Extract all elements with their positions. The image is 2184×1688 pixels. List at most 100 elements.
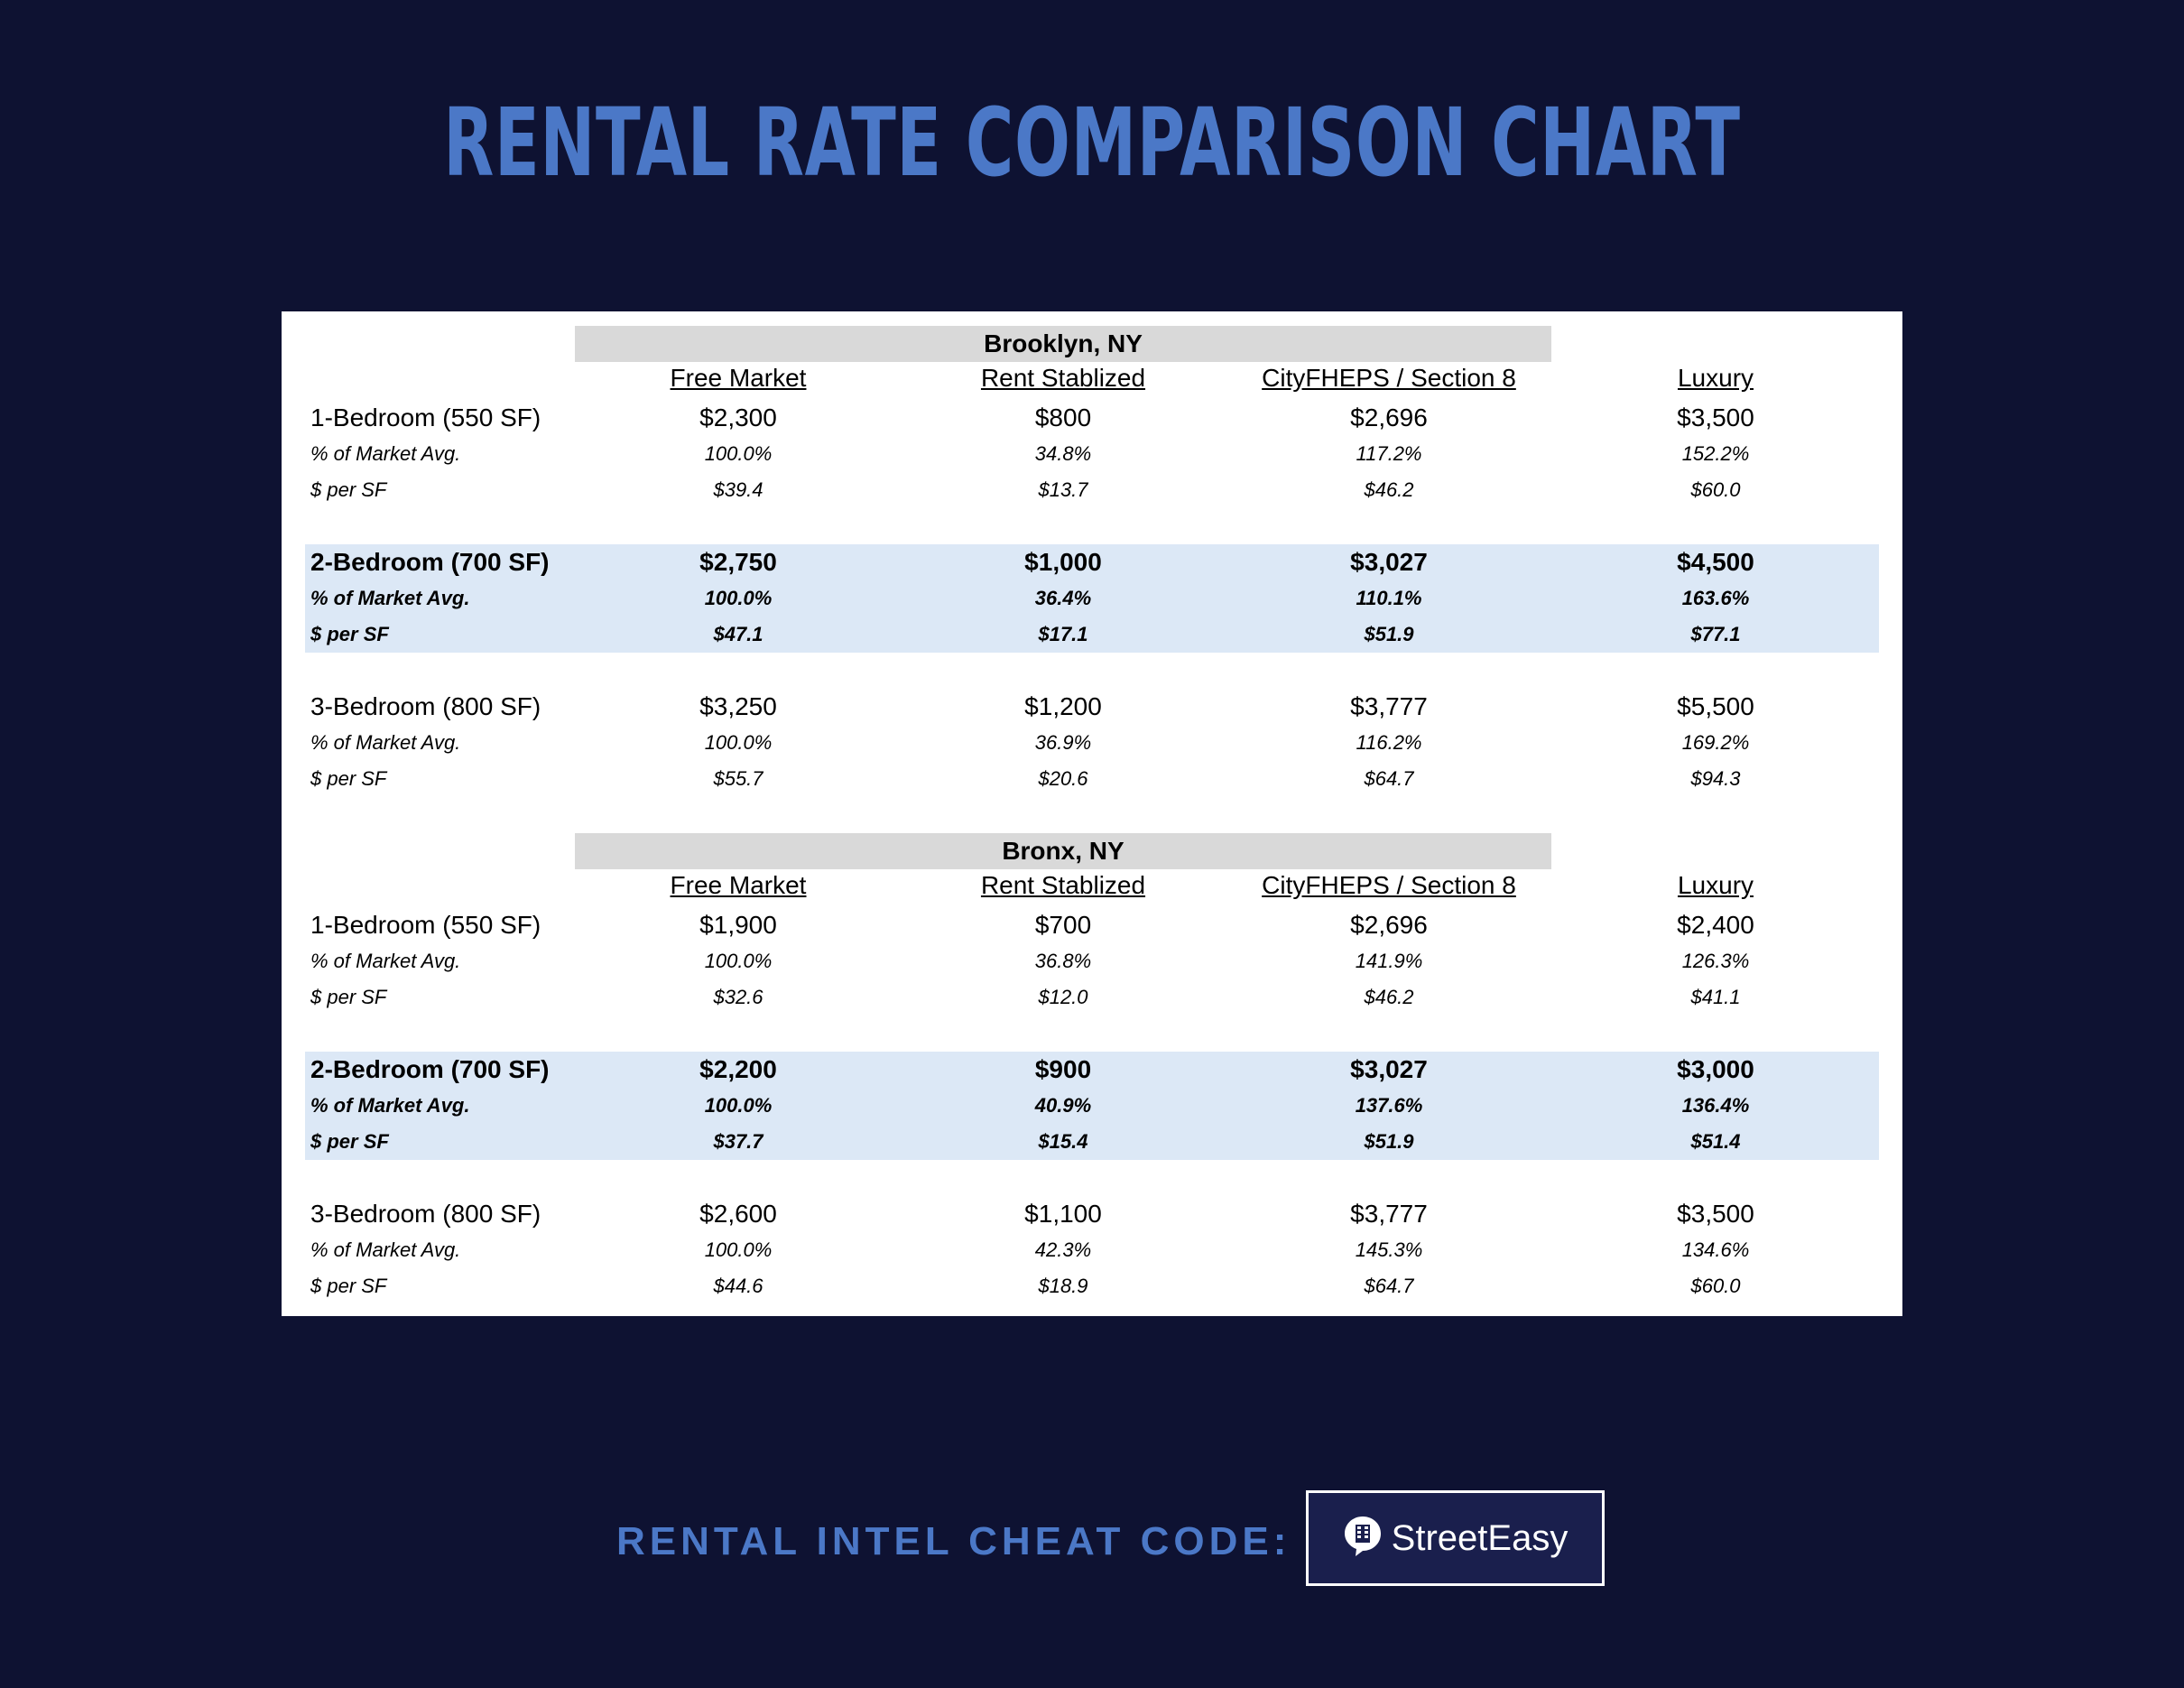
cell-value: 163.6% [1681, 587, 1750, 609]
row-label: 1-Bedroom (550 SF) [310, 403, 541, 431]
row-label: $ per SF [310, 1275, 387, 1297]
row-label: 2-Bedroom (700 SF) [310, 1055, 550, 1083]
cell-value: $64.7 [1364, 767, 1414, 790]
cell-value: $20.6 [1038, 767, 1088, 790]
row-label: $ per SF [310, 478, 387, 501]
column-header: Rent Stablized [980, 364, 1146, 392]
cell-value: $44.6 [713, 1275, 763, 1297]
cell-value: 110.1% [1356, 587, 1422, 609]
streeteasy-logo[interactable]: StreetEasy [1306, 1490, 1605, 1586]
cell-value: 169.2% [1681, 731, 1750, 754]
cell-value: $46.2 [1364, 478, 1414, 501]
highlight-band [305, 1052, 1879, 1160]
cell-value: $47.1 [713, 623, 763, 645]
cell-value: $3,500 [1677, 403, 1754, 431]
cell-value: 136.4% [1681, 1094, 1750, 1117]
cell-value: $3,777 [1350, 1200, 1428, 1228]
row-label: $ per SF [310, 986, 387, 1008]
row-label: $ per SF [310, 767, 387, 790]
cell-value: $17.1 [1038, 623, 1088, 645]
cell-value: $18.9 [1038, 1275, 1088, 1297]
brand-name: StreetEasy [1391, 1518, 1569, 1558]
cell-value: $94.3 [1690, 767, 1741, 790]
row-label: 2-Bedroom (700 SF) [310, 548, 550, 576]
highlight-band [305, 544, 1879, 653]
table-row: % of Market Avg. 100.0% 40.9% 137.6% 136.4% [282, 1088, 1902, 1124]
column-header: Rent Stablized [980, 871, 1146, 899]
row-label: 3-Bedroom (800 SF) [310, 1200, 541, 1228]
cell-value: $700 [1034, 911, 1092, 939]
cell-value: $13.7 [1038, 478, 1088, 501]
cell-value: $60.0 [1690, 1275, 1741, 1297]
cell-value: $32.6 [713, 986, 763, 1008]
cell-value: $2,300 [699, 403, 777, 431]
cell-value: 145.3% [1355, 1238, 1423, 1261]
cell-value: $51.4 [1690, 1130, 1741, 1153]
table-row: % of Market Avg. 100.0% 36.8% 141.9% 126.3% [282, 943, 1902, 979]
cell-value: $5,500 [1677, 692, 1754, 720]
cell-value: 100.0% [704, 950, 773, 972]
cell-value: $2,200 [699, 1055, 777, 1083]
cell-value: $3,027 [1350, 548, 1428, 576]
cell-value: $12.0 [1038, 986, 1088, 1008]
column-header: Luxury [1677, 871, 1754, 899]
table-row: $ per SF $47.1 $17.1 $51.9 $77.1 [282, 617, 1902, 653]
cell-value: $64.7 [1364, 1275, 1414, 1297]
row-label: % of Market Avg. [310, 442, 461, 465]
cell-value: 36.8% [1034, 950, 1092, 972]
cell-value: 40.9% [1034, 1094, 1092, 1117]
cell-value: $37.7 [713, 1130, 763, 1153]
column-header: Free Market [670, 364, 807, 392]
cell-value: $3,500 [1677, 1200, 1754, 1228]
table-row: 3-Bedroom (800 SF) $2,600 $1,100 $3,777 $3,5… [282, 1196, 1902, 1232]
cell-value: $15.4 [1038, 1130, 1088, 1153]
table-row: % of Market Avg. 100.0% 34.8% 117.2% 152.2% [282, 436, 1902, 472]
table-row: % of Market Avg. 100.0% 36.4% 110.1% 163.6% [282, 580, 1902, 617]
city-header: Brooklyn, NY [575, 326, 1551, 362]
cell-value: $1,100 [1024, 1200, 1102, 1228]
cell-value: $1,000 [1024, 548, 1102, 576]
cell-value: 100.0% [704, 1238, 773, 1261]
row-label: % of Market Avg. [310, 731, 461, 754]
cell-value: $2,600 [699, 1200, 777, 1228]
cell-value: 134.6% [1681, 1238, 1750, 1261]
cell-value: 34.8% [1034, 442, 1092, 465]
table-row: $ per SF $55.7 $20.6 $64.7 $94.3 [282, 761, 1902, 797]
cell-value: 100.0% [704, 587, 773, 609]
column-header: Free Market [670, 871, 807, 899]
cell-value: $900 [1034, 1055, 1092, 1083]
cell-value: 152.2% [1681, 442, 1750, 465]
row-label: % of Market Avg. [310, 587, 470, 609]
cell-value: 116.2% [1356, 731, 1422, 754]
cell-value: $3,777 [1350, 692, 1428, 720]
cell-value: 117.2% [1356, 442, 1422, 465]
table-row: 2-Bedroom (700 SF) $2,750 $1,000 $3,027 $4,5… [282, 544, 1902, 580]
cell-value: $1,200 [1024, 692, 1102, 720]
row-label: % of Market Avg. [310, 1094, 470, 1117]
table-row: % of Market Avg. 100.0% 36.9% 116.2% 169.2% [282, 725, 1902, 761]
cell-value: 137.6% [1355, 1094, 1423, 1117]
table-row: 3-Bedroom (800 SF) $3,250 $1,200 $3,777 $5,5… [282, 689, 1902, 725]
rate-table: Brooklyn, NY Free Market Rent Stablized Cit… [282, 311, 1902, 1316]
table-row: $ per SF $37.7 $15.4 $51.9 $51.4 [282, 1124, 1902, 1160]
cell-value: $77.1 [1690, 623, 1741, 645]
cell-value: 141.9% [1355, 950, 1423, 972]
cell-value: $39.4 [713, 478, 763, 501]
table-row: 1-Bedroom (550 SF) $1,900 $700 $2,696 $2,400 [282, 907, 1902, 943]
row-label: 1-Bedroom (550 SF) [310, 911, 541, 939]
cell-value: 100.0% [704, 731, 773, 754]
cell-value: 36.4% [1034, 587, 1092, 609]
cell-value: 100.0% [704, 442, 773, 465]
cell-value: $60.0 [1690, 478, 1741, 501]
cell-value: 100.0% [704, 1094, 773, 1117]
table-row: $ per SF $44.6 $18.9 $64.7 $60.0 [282, 1268, 1902, 1304]
cell-value: $51.9 [1364, 623, 1414, 645]
cell-value: $41.1 [1690, 986, 1741, 1008]
row-label: 3-Bedroom (800 SF) [310, 692, 541, 720]
cell-value: $800 [1034, 403, 1092, 431]
table-row: $ per SF $39.4 $13.7 $46.2 $60.0 [282, 472, 1902, 508]
cell-value: $2,400 [1677, 911, 1754, 939]
table-row: $ per SF $32.6 $12.0 $46.2 $41.1 [282, 979, 1902, 1016]
column-header: CityFHEPS / Section 8 [1262, 364, 1516, 392]
table-row: 1-Bedroom (550 SF) $2,300 $800 $2,696 $3,500 [282, 400, 1902, 436]
